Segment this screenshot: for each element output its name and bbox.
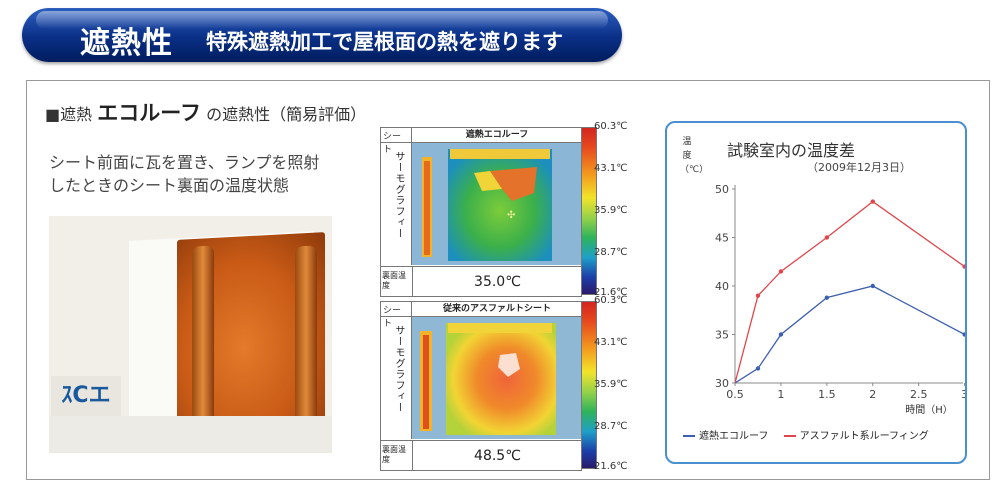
thermography-header: シート 従来のアスファルトシート [381, 302, 582, 329]
legend-swatch [783, 435, 796, 437]
thermo-warm-zone [474, 171, 502, 191]
legend-label: 遮熱エコルーフ [699, 431, 769, 442]
test-photo: ｽCエ [49, 216, 332, 453]
thermo-top-edge [450, 149, 550, 159]
data-point [870, 283, 875, 289]
photo-base [49, 416, 332, 453]
chart-title: 試験室内の温度差 [727, 141, 856, 160]
banner-title: 遮熱性 [80, 26, 173, 61]
thermo-left-rib-core [423, 335, 429, 429]
sheet-name: 遮熱エコルーフ [411, 128, 582, 142]
thermo-top-edge [448, 323, 552, 333]
color-scale-ticks: 60.3℃ 43.1℃ 35.9℃ 28.7℃ 21.6℃ [594, 121, 634, 298]
y-tick-label: 40 [715, 280, 729, 293]
thermo-left-rib-core [424, 161, 430, 255]
content-panel: ■遮熱 エコルーフ の遮熱性（簡易評価） シート前面に瓦を置き、ランプを照射 し… [26, 80, 990, 480]
section-suffix: の遮熱性（簡易評価） [206, 105, 367, 124]
section-prefix: ■遮熱 [45, 105, 93, 124]
legend-item: 遮熱エコルーフ [683, 427, 768, 442]
chart-legend: 遮熱エコルーフ アスファルト系ルーフィング [683, 427, 941, 442]
thermo-hot-spot [490, 167, 537, 201]
scale-tick: 43.1℃ [594, 163, 628, 174]
test-description: シート前面に瓦を置き、ランプを照射 したときのシート裏面の温度状態 [49, 151, 319, 197]
sheet-name: 従来のアスファルトシート [411, 302, 582, 316]
data-point [755, 366, 761, 371]
x-tick-label: 2.5 [910, 388, 928, 401]
color-scale-ticks: 60.3℃ 43.1℃ 35.9℃ 28.7℃ 21.6℃ [594, 295, 634, 472]
back-temp-label: 裏面温度 [382, 445, 406, 464]
thermography-frame: シート 従来のアスファルトシート サーモグラフィー [380, 301, 582, 471]
thermo-crosshair: ✣ [507, 210, 515, 221]
description-line: したときのシート裏面の温度状態 [49, 176, 290, 195]
photo-tile-rib [295, 245, 317, 429]
series-line-1 [735, 285, 963, 384]
x-axis-label: 時間（H） [905, 404, 953, 416]
line-chart: 30 35 40 45 50 0.5 1 1.5 2 2.5 3 時間（H） [715, 183, 965, 416]
section-product: エコルーフ [97, 101, 201, 125]
color-scale-bar [581, 127, 597, 295]
banner-subtitle: 特殊遮熱加工で屋根面の熱を遮ります [206, 30, 563, 54]
y-tick-label: 50 [715, 183, 729, 196]
thermography-image: ✣ [412, 143, 581, 265]
data-point [824, 235, 830, 240]
scale-tick: 21.6℃ [594, 461, 628, 472]
scale-tick: 21.6℃ [594, 287, 628, 298]
thermography-footer: 裏面温度 35.0℃ [381, 266, 581, 297]
scale-tick: 28.7℃ [594, 247, 628, 258]
legend-swatch [683, 435, 695, 437]
thermography-footer: 裏面温度 48.5℃ [381, 440, 581, 471]
sheet-header-label: シート [383, 132, 402, 155]
thermography-image [412, 317, 581, 439]
data-point [824, 295, 830, 300]
photo-tile-rib [192, 245, 214, 429]
thermography-frame: シート 遮熱エコルーフ サーモグラフィー [380, 127, 582, 297]
data-point [778, 269, 784, 274]
scale-tick: 35.9℃ [594, 379, 628, 390]
thermography-side-label: サーモグラフィー [393, 325, 404, 413]
scale-tick: 28.7℃ [594, 421, 628, 432]
data-point [962, 332, 965, 337]
thermography-side: サーモグラフィー [381, 317, 412, 439]
banner-gloss [36, 11, 608, 29]
data-point [755, 293, 761, 298]
photo-package-label: ｽCエ [51, 376, 121, 416]
scale-tick: 60.3℃ [594, 121, 628, 132]
x-tick-label: 2 [869, 388, 876, 401]
thermography-panel-asphalt: シート 従来のアスファルトシート サーモグラフィー [380, 295, 628, 473]
thermo-tile-area [448, 149, 552, 261]
back-temp-label: 裏面温度 [382, 271, 406, 290]
thermography-side-label: サーモグラフィー [393, 151, 404, 239]
x-tick-label: 0.5 [726, 388, 744, 401]
thermo-tile-area [446, 323, 556, 435]
data-point [778, 332, 784, 337]
scale-tick: 43.1℃ [594, 337, 628, 348]
legend-item: アスファルト系ルーフィング [783, 427, 929, 442]
sheet-header-label: シート [383, 306, 402, 329]
back-temp-value: 35.0℃ [412, 267, 582, 297]
description-line: シート前面に瓦を置き、ランプを照射 [49, 153, 320, 172]
thermography-header: シート 遮熱エコルーフ [381, 128, 582, 155]
data-point [962, 264, 965, 269]
chart-subtitle: （2009年12月3日） [807, 161, 911, 174]
x-tick-label: 1 [777, 388, 784, 401]
data-point [870, 199, 875, 204]
y-tick-label: 30 [715, 377, 729, 390]
x-tick-label: 1.5 [818, 388, 836, 401]
legend-label: アスファルト系ルーフィング [799, 431, 929, 442]
y-tick-label: 35 [715, 329, 729, 342]
thermo-hot-spot [498, 353, 520, 377]
y-tick-label: 45 [715, 232, 729, 245]
section-heading: ■遮熱 エコルーフ の遮熱性（簡易評価） [45, 97, 366, 127]
scale-tick: 60.3℃ [594, 295, 628, 306]
thermography-panel-ecoroof: シート 遮熱エコルーフ サーモグラフィー [380, 121, 628, 299]
scale-tick: 35.9℃ [594, 205, 628, 216]
header-banner: 遮熱性 特殊遮熱加工で屋根面の熱を遮ります [22, 8, 622, 62]
thermography-side: サーモグラフィー [381, 143, 412, 265]
temperature-chart-box: 試験室内の温度差 （2009年12月3日） 温度（℃） 30 35 40 45 50 0.… [665, 121, 967, 464]
x-tick-label: 3 [961, 388, 965, 401]
color-scale-bar [581, 301, 597, 469]
back-temp-value: 48.5℃ [412, 441, 582, 471]
